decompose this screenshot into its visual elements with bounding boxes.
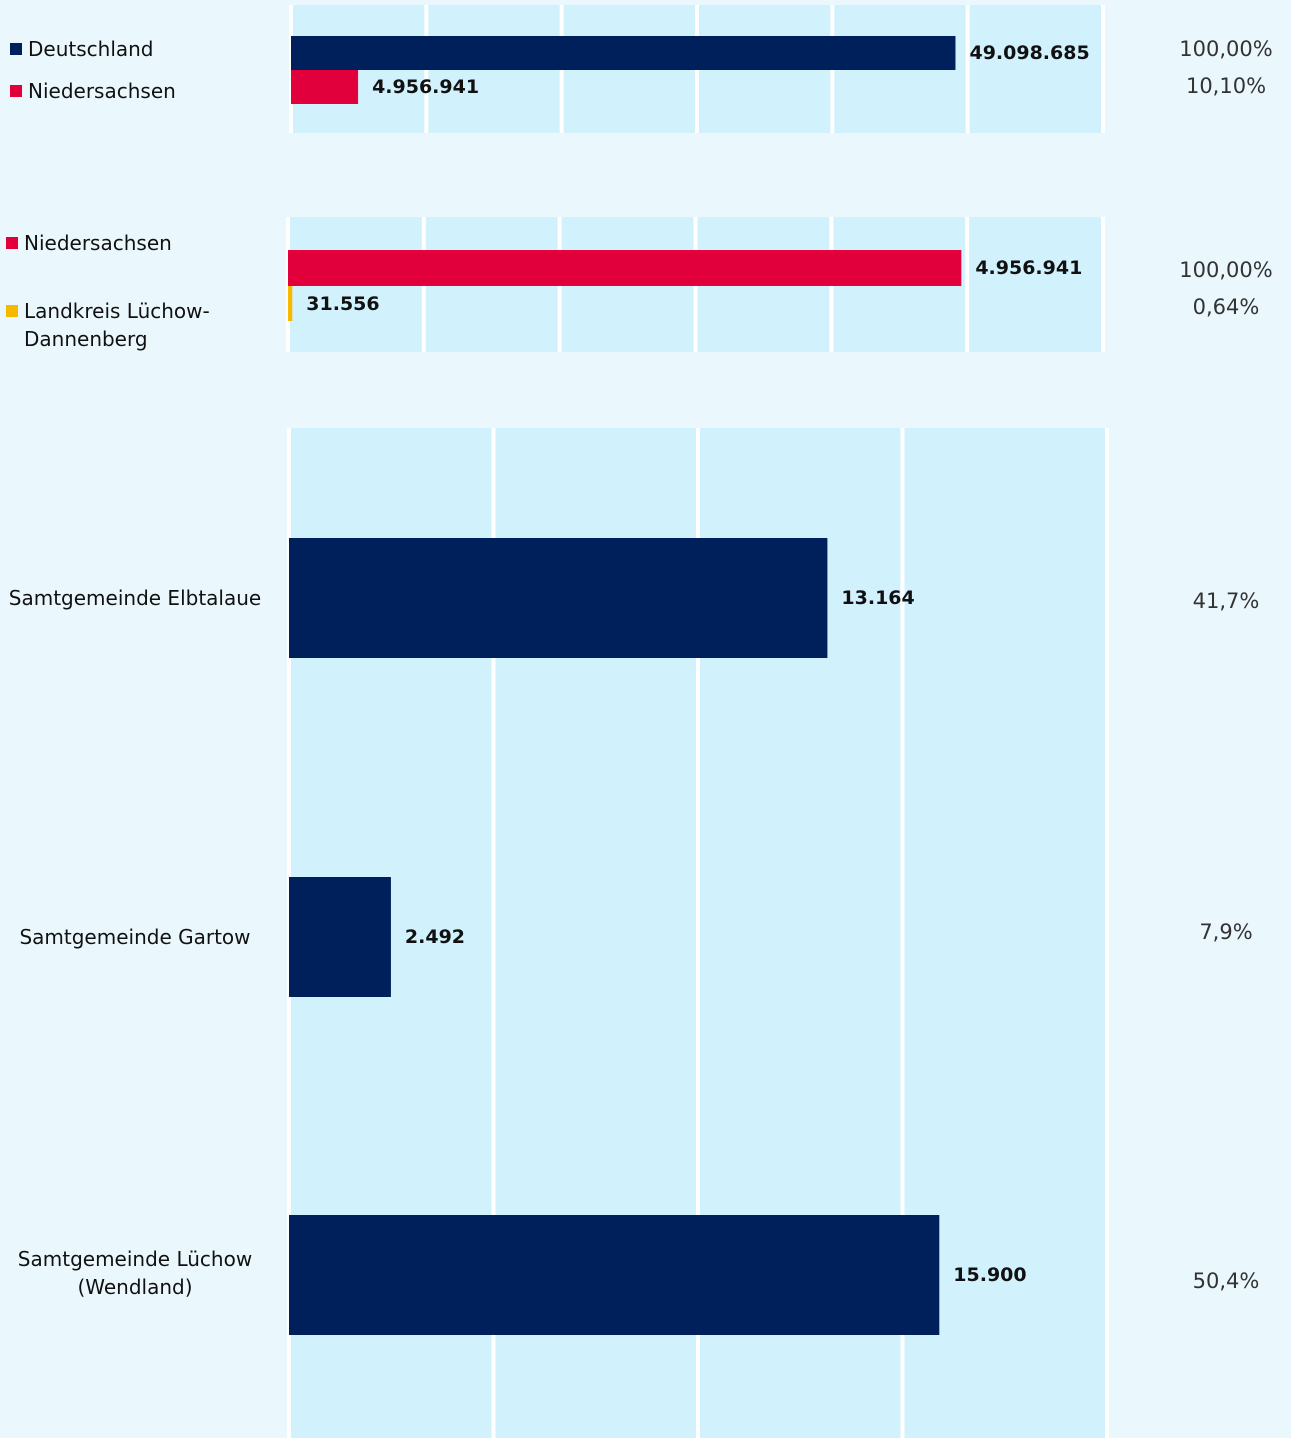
category-label: Samtgemeinde Lüchow (Wendland) (17, 1247, 253, 1299)
legend-marker (6, 237, 18, 249)
share-label: 0,64% (1192, 295, 1260, 319)
bar (289, 538, 828, 658)
category-label: Samtgemeinde Gartow (19, 925, 251, 949)
value-label: 49.098.685 (969, 42, 1090, 64)
share-label: 7,9% (1199, 920, 1253, 944)
share-label: 100,00% (1179, 258, 1273, 282)
share-label: 10,10% (1185, 74, 1267, 98)
category-label: Samtgemeinde Elbtalaue (8, 586, 262, 610)
legend-label: Landkreis Lüchow-Dannenberg (24, 299, 210, 351)
bar (288, 286, 293, 321)
value-label: 15.900 (953, 1264, 1027, 1286)
legend-label: Niedersachsen (28, 79, 176, 103)
bar (291, 36, 956, 70)
share-label: 41,7% (1192, 589, 1260, 613)
legend-item: Landkreis Lüchow-Dannenberg (6, 297, 211, 353)
share-label: 50,4% (1192, 1269, 1260, 1293)
legend-marker (6, 305, 18, 317)
value-label: 2.492 (404, 926, 466, 948)
legend-label: Niedersachsen (24, 231, 172, 255)
value-label: 13.164 (841, 587, 915, 609)
legend-marker (10, 43, 22, 55)
value-label: 4.956.941 (975, 257, 1083, 279)
bar (289, 1215, 940, 1335)
legend-item: Niedersachsen (6, 229, 211, 257)
legend-item: Niedersachsen (10, 77, 280, 105)
bar (289, 877, 391, 997)
value-label: 4.956.941 (372, 76, 480, 98)
share-label: 100,00% (1179, 37, 1273, 61)
legend-item: Deutschland (10, 35, 280, 63)
value-label: 31.556 (306, 292, 380, 315)
legend-marker (10, 85, 22, 97)
bar (291, 70, 359, 104)
bar (288, 250, 962, 286)
legend-label: Deutschland (28, 37, 154, 61)
